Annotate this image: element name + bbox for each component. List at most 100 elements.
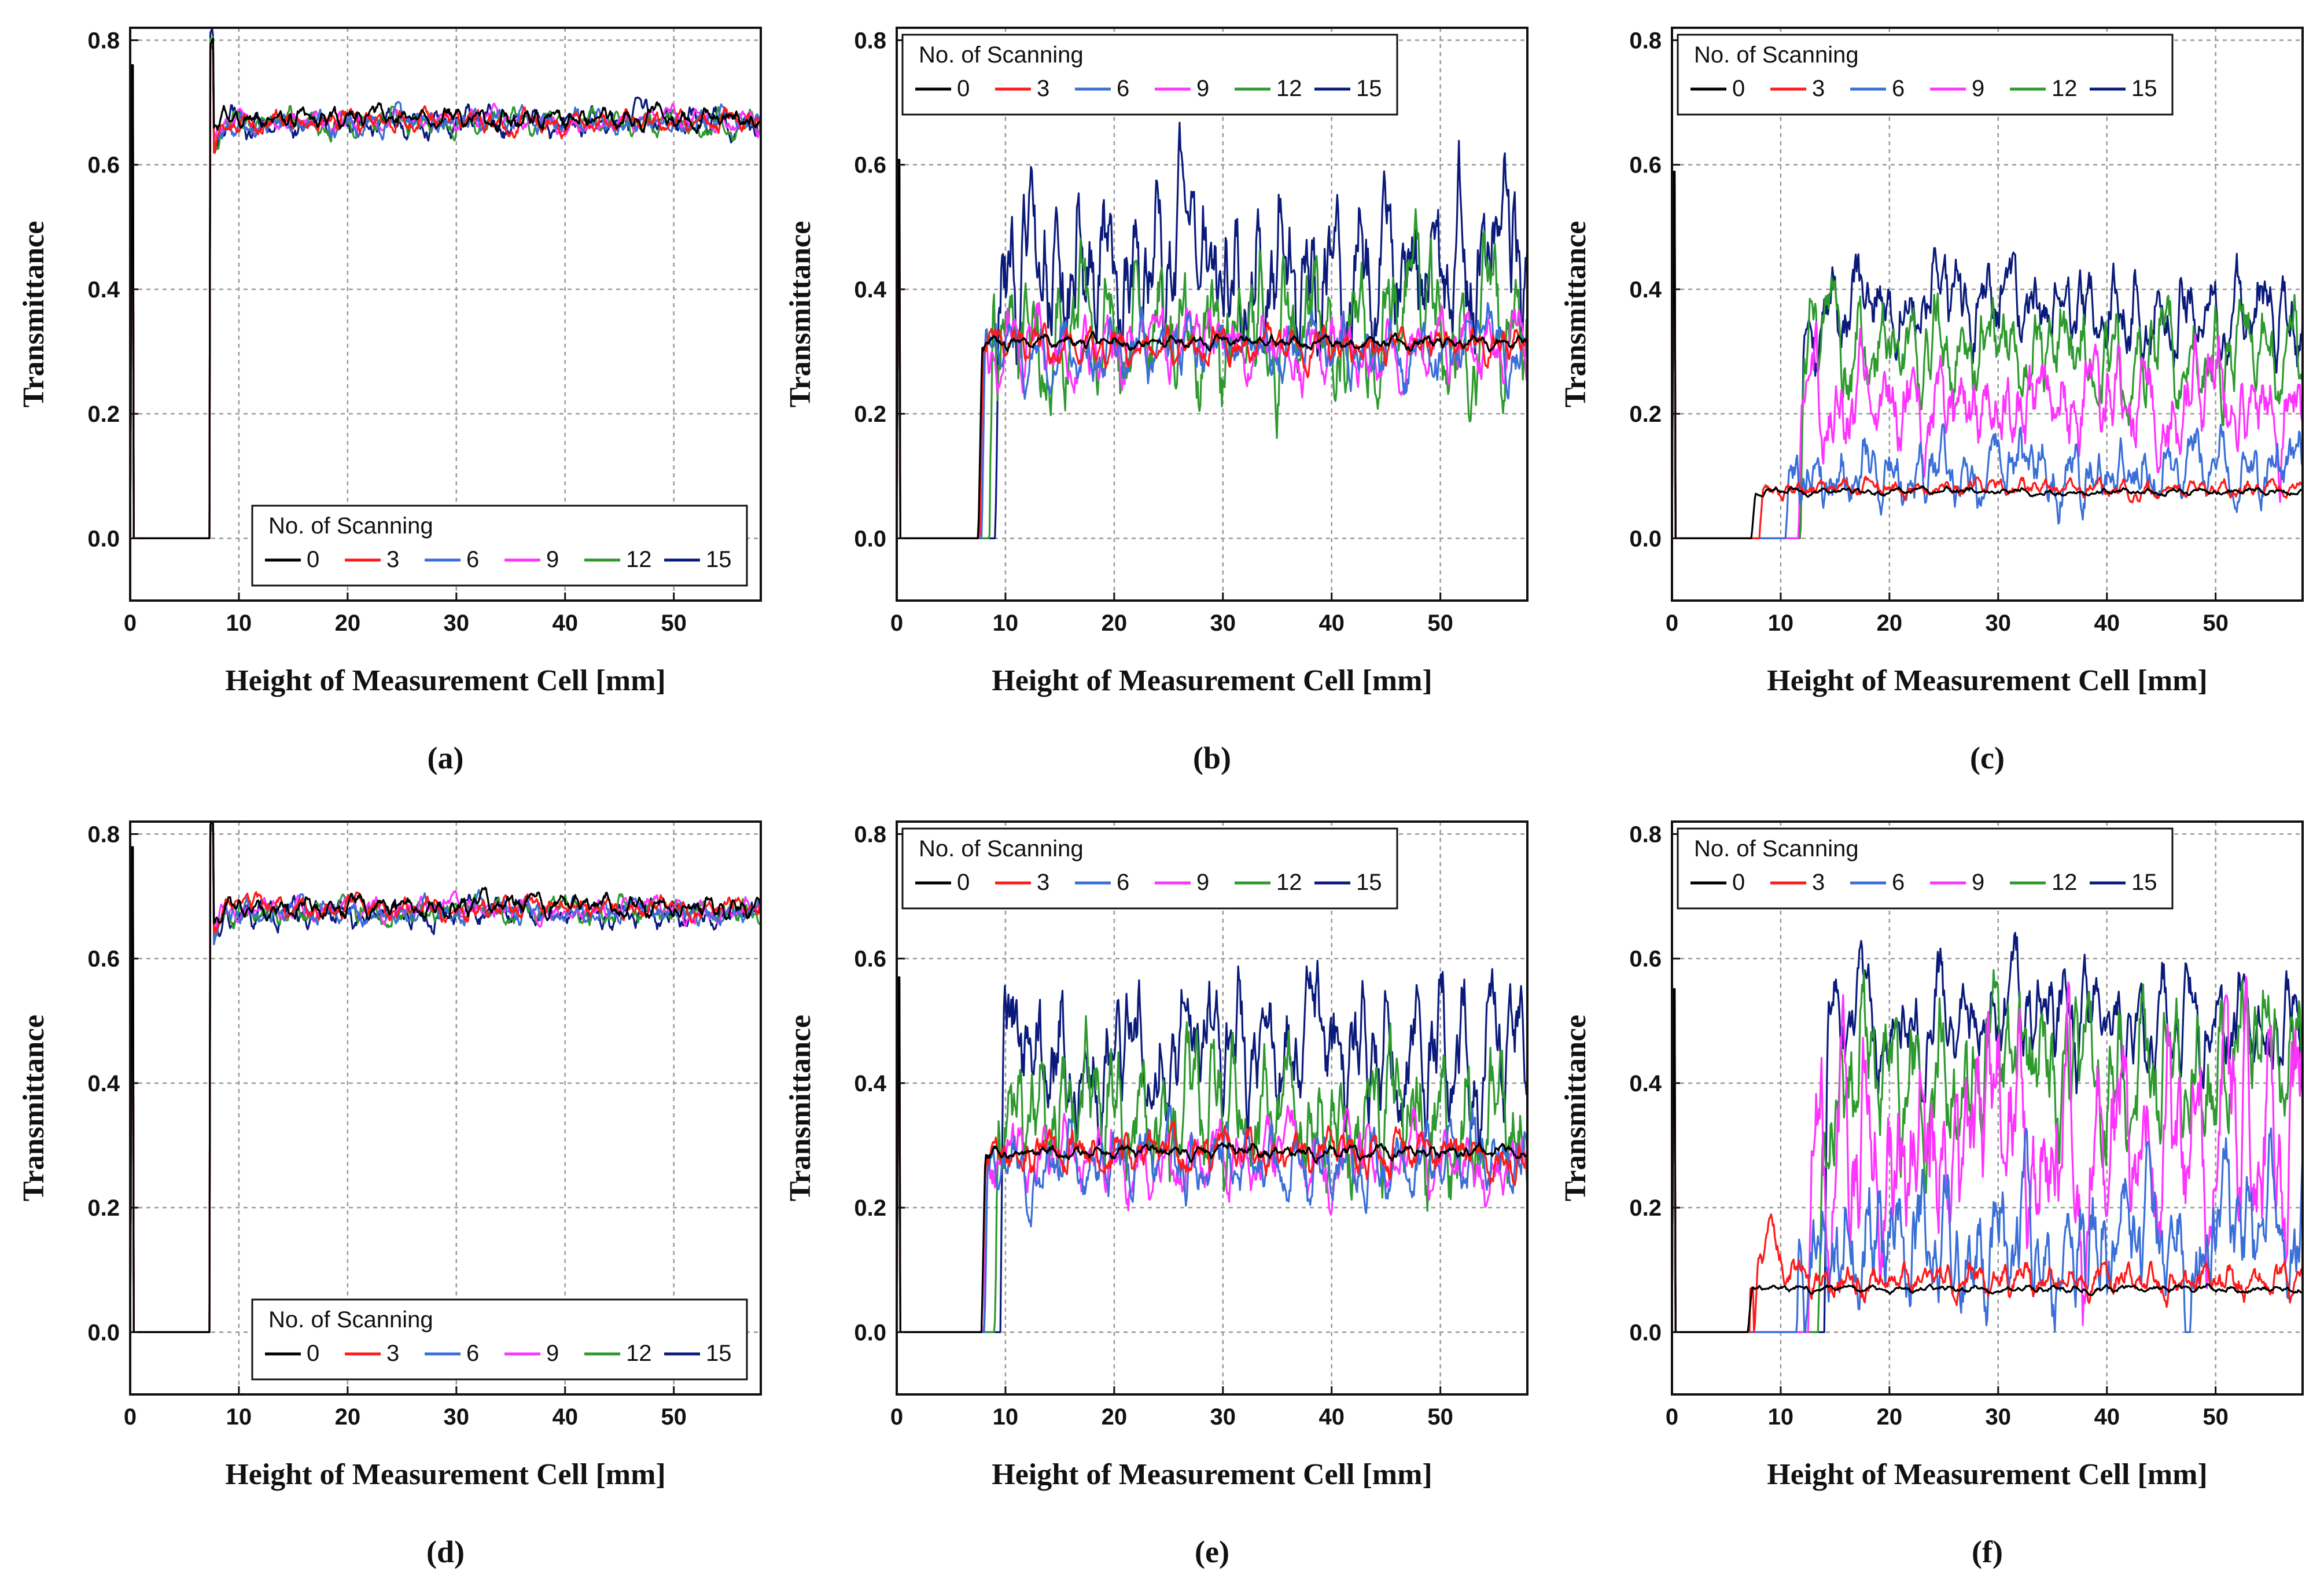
x-tick-label: 50 xyxy=(2203,610,2229,636)
panel-label: (a) xyxy=(428,741,464,775)
series-line-9 xyxy=(897,1035,1527,1333)
y-tick-label: 0.6 xyxy=(854,153,886,178)
x-tick-label: 10 xyxy=(226,610,252,636)
x-tick-label: 50 xyxy=(1427,610,1453,636)
x-tick-label: 50 xyxy=(661,1404,687,1430)
plot-frame xyxy=(896,27,1529,602)
x-tick-label: 20 xyxy=(1102,610,1128,636)
legend-entry: 9 xyxy=(1196,76,1209,101)
x-tick-label: 30 xyxy=(1210,1404,1236,1430)
x-axis-label: Height of Measurement Cell [mm] xyxy=(1767,664,2208,697)
series-line-0 xyxy=(1672,171,2303,539)
x-axis-label: Height of Measurement Cell [mm] xyxy=(1767,1458,2208,1491)
y-tick-label: 0.4 xyxy=(1629,277,1662,303)
series-group xyxy=(897,122,1527,539)
series-line-0 xyxy=(1672,988,2303,1333)
series-line-15 xyxy=(130,28,761,539)
series-group xyxy=(897,959,1527,1333)
y-tick-label: 0.0 xyxy=(87,1320,120,1345)
series-line-12 xyxy=(130,35,761,539)
legend-entry: 15 xyxy=(706,1341,732,1366)
legend-entry: 3 xyxy=(1037,870,1049,895)
series-line-6 xyxy=(130,824,761,1333)
panel-label: (c) xyxy=(1970,741,2005,775)
x-tick-label: 10 xyxy=(1768,1404,1794,1430)
legend-box xyxy=(251,505,748,587)
panel-label: (d) xyxy=(426,1534,465,1569)
legend: No. of Scanning 0 3 6 9 12 15 xyxy=(901,827,1398,910)
legend-entry: 12 xyxy=(626,547,652,572)
y-tick-label: 0.8 xyxy=(1629,28,1662,54)
series-line-6 xyxy=(130,44,761,539)
legend-entry: 9 xyxy=(546,1341,559,1366)
y-axis-label: Transmittance xyxy=(1559,1015,1592,1202)
x-axis-label: Height of Measurement Cell [mm] xyxy=(992,664,1432,697)
y-tick-label: 0.6 xyxy=(87,947,120,972)
series-line-15 xyxy=(130,822,761,1333)
legend-entry: 12 xyxy=(626,1341,652,1366)
plot-frame xyxy=(1671,27,2304,602)
y-tick-label: 0.8 xyxy=(1629,822,1662,848)
series-line-3 xyxy=(130,43,761,539)
x-tick-label: 0 xyxy=(124,1404,137,1430)
y-axis-label: Transmittance xyxy=(17,221,50,408)
x-tick-label: 20 xyxy=(1102,1404,1128,1430)
x-tick-label: 30 xyxy=(1986,1404,2012,1430)
x-tick-label: 50 xyxy=(1427,1404,1453,1430)
y-tick-label: 0.6 xyxy=(854,947,886,972)
legend-box xyxy=(901,827,1398,910)
y-tick-label: 0.0 xyxy=(1629,1320,1662,1345)
x-tick-label: 50 xyxy=(661,610,687,636)
series-group xyxy=(1672,932,2303,1333)
series-line-9 xyxy=(897,182,1527,539)
legend-entry: 15 xyxy=(1356,870,1382,895)
plot-frame xyxy=(896,820,1529,1396)
legend-entry: 6 xyxy=(1892,870,1905,895)
x-tick-label: 30 xyxy=(444,1404,470,1430)
plot-frame xyxy=(129,27,762,602)
x-tick-label: 40 xyxy=(552,610,578,636)
x-tick-label: 10 xyxy=(226,1404,252,1430)
x-axis-label: Height of Measurement Cell [mm] xyxy=(225,1458,666,1491)
x-tick-label: 40 xyxy=(1318,1404,1345,1430)
legend-entry: 0 xyxy=(307,547,319,572)
series-line-9 xyxy=(130,822,761,1333)
y-axis-label: Transmittance xyxy=(17,1015,50,1202)
y-axis-label: Transmittance xyxy=(784,221,817,408)
legend-title: No. of Scanning xyxy=(268,513,433,539)
legend-entry: 0 xyxy=(1732,76,1745,101)
legend-entry: 3 xyxy=(386,1341,399,1366)
legend-box xyxy=(251,1298,748,1381)
y-axis-label: Transmittance xyxy=(784,1015,817,1202)
x-tick-label: 0 xyxy=(124,610,137,636)
y-tick-label: 0.2 xyxy=(854,1195,886,1221)
plot-frame xyxy=(129,820,762,1396)
x-tick-label: 0 xyxy=(890,610,903,636)
legend-entry: 6 xyxy=(1892,76,1905,101)
y-tick-label: 0.8 xyxy=(87,28,120,54)
series-line-0 xyxy=(130,822,761,1333)
x-tick-label: 20 xyxy=(1877,610,1903,636)
y-tick-label: 0.8 xyxy=(854,28,886,54)
legend-entry: 3 xyxy=(1812,870,1825,895)
series-line-3 xyxy=(1672,1000,2303,1333)
panel-label: (f) xyxy=(1972,1534,2003,1569)
x-axis-label: Height of Measurement Cell [mm] xyxy=(992,1458,1432,1491)
legend-entry: 15 xyxy=(2131,870,2157,895)
legend: No. of Scanning 0 3 6 9 12 15 xyxy=(251,505,748,587)
x-tick-label: 0 xyxy=(890,1404,903,1430)
legend: No. of Scanning 0 3 6 9 12 15 xyxy=(1677,827,2174,910)
y-tick-label: 0.4 xyxy=(854,1071,886,1096)
y-tick-label: 0.6 xyxy=(87,153,120,178)
legend-entry: 3 xyxy=(386,547,399,572)
legend-title: No. of Scanning xyxy=(919,42,1084,68)
series-group xyxy=(130,28,761,539)
y-tick-label: 0.2 xyxy=(87,402,120,427)
series-line-9 xyxy=(1672,976,2303,1333)
x-tick-label: 20 xyxy=(335,610,361,636)
legend: No. of Scanning 0 3 6 9 12 15 xyxy=(1677,34,2174,116)
x-tick-label: 20 xyxy=(1877,1404,1903,1430)
